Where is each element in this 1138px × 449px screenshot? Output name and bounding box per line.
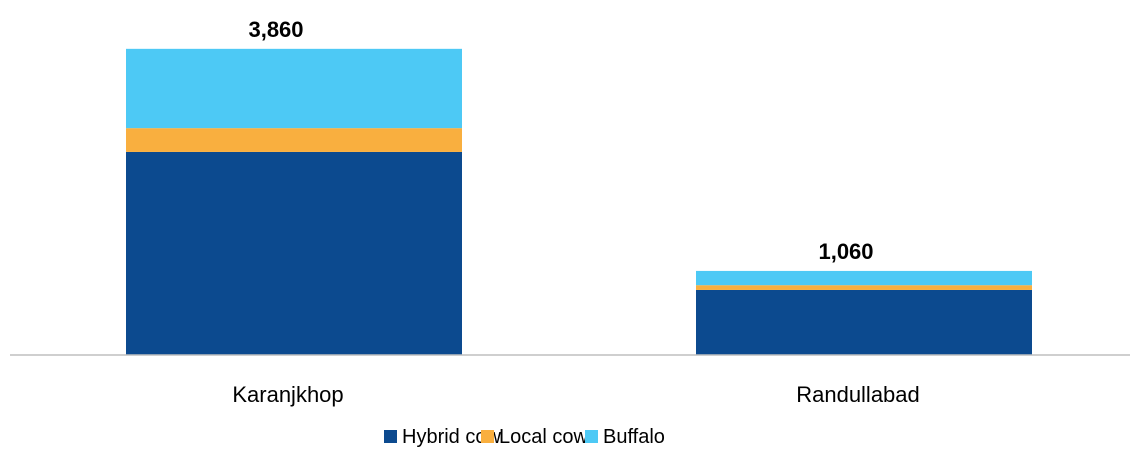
bar-segment-hybrid-cow-karanjkhop [126, 151, 462, 355]
total-labels-group: 3,860 1,060 [248, 17, 873, 264]
bar-segment-local-cow-karanjkhop [126, 128, 462, 152]
bar-segment-hybrid-cow-randullabad [696, 289, 1032, 355]
bar-segment-local-cow-randullabad [696, 285, 1032, 290]
legend-label-local-cow: Local cow [499, 426, 588, 448]
legend-label-buffalo: Buffalo [603, 426, 665, 448]
legend-swatch-buffalo [585, 430, 598, 443]
total-label-karanjkhop: 3,860 [248, 17, 303, 42]
category-label-randullabad: Randullabad [796, 382, 920, 407]
bar-segment-buffalo-karanjkhop [126, 48, 462, 129]
total-label-randullabad: 1,060 [818, 239, 873, 264]
category-labels-group: Karanjkhop Randullabad [232, 382, 919, 407]
legend-swatch-hybrid-cow [384, 430, 397, 443]
legend-label-hybrid-cow: Hybrid cow [402, 426, 501, 448]
bar-segment-buffalo-randullabad [696, 270, 1032, 286]
legend-swatch-local-cow [481, 430, 494, 443]
bars-group [126, 48, 1032, 355]
category-label-karanjkhop: Karanjkhop [232, 382, 343, 407]
